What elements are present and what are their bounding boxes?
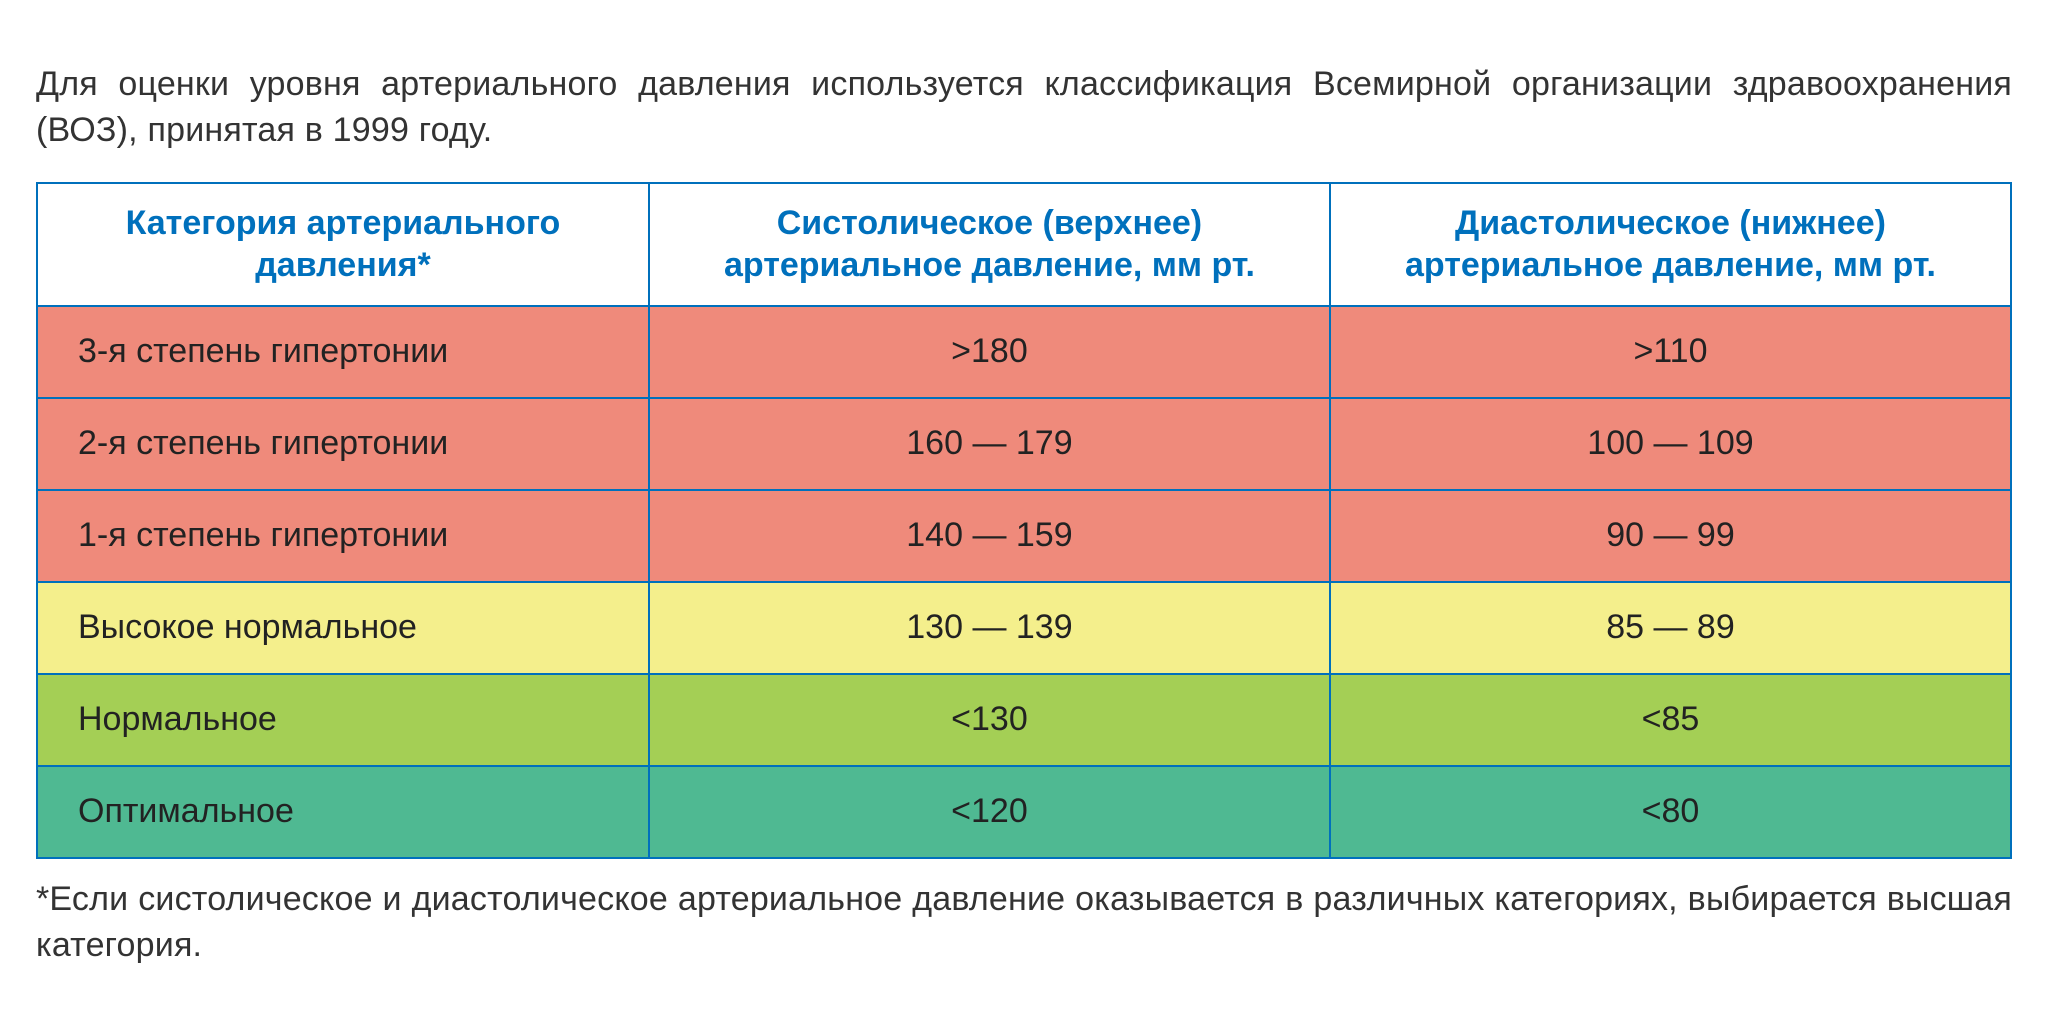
cell-systolic: 130 — 139 <box>649 582 1330 674</box>
col-header-systolic: Систолическое (верхнее) артериальное дав… <box>649 183 1330 306</box>
table-row: Оптимальное <120 <80 <box>37 766 2011 858</box>
cell-diastolic: 100 — 109 <box>1330 398 2011 490</box>
cell-diastolic: >110 <box>1330 306 2011 398</box>
cell-diastolic: 85 — 89 <box>1330 582 2011 674</box>
cell-category: 3-я степень гипертонии <box>37 306 649 398</box>
footnote-paragraph: *Если систолическое и диастолическое арт… <box>36 877 2012 969</box>
col-header-category: Категория артериального давления* <box>37 183 649 306</box>
col-header-diastolic: Диастолическое (нижнее) артериальное дав… <box>1330 183 2011 306</box>
cell-category: Высокое нормальное <box>37 582 649 674</box>
table-row: 2-я степень гипертонии 160 — 179 100 — 1… <box>37 398 2011 490</box>
cell-category: 1-я степень гипертонии <box>37 490 649 582</box>
table-row: 1-я степень гипертонии 140 — 159 90 — 99 <box>37 490 2011 582</box>
intro-paragraph: Для оценки уровня артериального давления… <box>36 62 2012 154</box>
cell-systolic: 160 — 179 <box>649 398 1330 490</box>
cell-systolic: <130 <box>649 674 1330 766</box>
cell-diastolic: 90 — 99 <box>1330 490 2011 582</box>
cell-category: Нормальное <box>37 674 649 766</box>
table-body: 3-я степень гипертонии >180 >110 2-я сте… <box>37 306 2011 858</box>
table-row: 3-я степень гипертонии >180 >110 <box>37 306 2011 398</box>
cell-diastolic: <80 <box>1330 766 2011 858</box>
cell-category: Оптимальное <box>37 766 649 858</box>
cell-diastolic: <85 <box>1330 674 2011 766</box>
table-row: Нормальное <130 <85 <box>37 674 2011 766</box>
table-header-row: Категория артериального давления* Систол… <box>37 183 2011 306</box>
cell-systolic: <120 <box>649 766 1330 858</box>
cell-systolic: 140 — 159 <box>649 490 1330 582</box>
cell-category: 2-я степень гипертонии <box>37 398 649 490</box>
bp-classification-table: Категория артериального давления* Систол… <box>36 182 2012 859</box>
cell-systolic: >180 <box>649 306 1330 398</box>
table-row: Высокое нормальное 130 — 139 85 — 89 <box>37 582 2011 674</box>
